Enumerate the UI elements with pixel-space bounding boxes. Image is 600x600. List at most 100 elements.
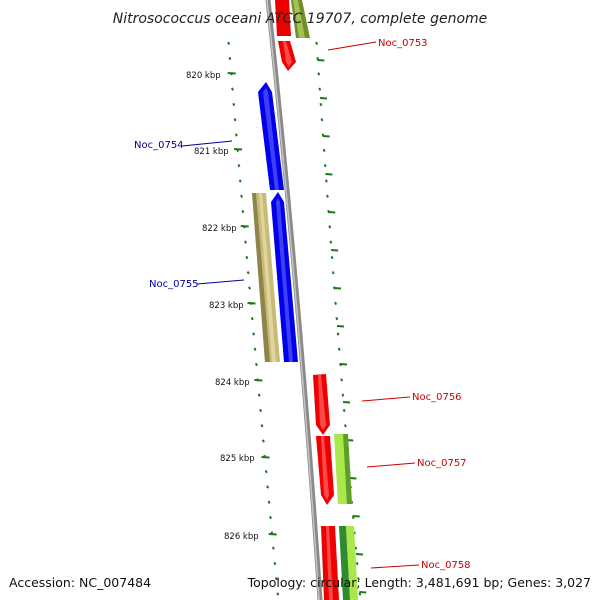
outer-ring-tick <box>325 173 333 176</box>
gene-noc-0754-a[interactable] <box>258 82 284 190</box>
feature-khaki-top <box>291 0 310 38</box>
tick-dot <box>227 41 231 45</box>
kbp-label-824: 824 kbp <box>215 378 250 388</box>
gene-noc-0758[interactable] <box>321 526 339 600</box>
gene-noc-0754-b[interactable] <box>271 192 298 362</box>
tick-dot <box>269 515 272 520</box>
tick-dot <box>336 332 340 336</box>
tick-dot <box>253 347 257 351</box>
tick-dot <box>329 240 333 244</box>
tick-dot <box>334 301 338 305</box>
tick-dot <box>354 546 358 550</box>
kbp-label-821: 821 kbp <box>194 147 229 157</box>
kbp-major-tick <box>234 148 243 151</box>
gene-label-noc-0755[interactable]: Noc_0755 <box>149 279 199 290</box>
kbp-major-tick <box>247 302 256 305</box>
tick-dot <box>357 577 360 581</box>
tick-dot <box>248 286 251 290</box>
genome-backbone-highlight <box>266 0 320 600</box>
tick-dot <box>342 408 346 413</box>
genome-backbone <box>265 0 323 600</box>
tick-dot <box>234 133 238 137</box>
gene-label-noc-0758[interactable]: Noc_0758 <box>421 560 471 571</box>
tick-dot <box>319 102 323 107</box>
feature-lime-758 <box>339 526 358 600</box>
tick-dot <box>326 194 329 198</box>
tick-dot <box>358 592 362 596</box>
tick-dot <box>231 87 234 91</box>
kbp-label-822: 822 kbp <box>202 224 237 234</box>
tick-dot <box>331 271 335 275</box>
kbp-major-tick <box>254 379 263 382</box>
tick-dot <box>241 209 245 214</box>
tick-dot <box>244 240 247 244</box>
outer-ring-tick <box>352 515 360 518</box>
tick-dot <box>317 72 321 76</box>
tick-dot <box>228 56 232 61</box>
gene-noc-0757[interactable] <box>316 436 334 505</box>
gene-noc-0756[interactable] <box>313 374 330 435</box>
tick-dot <box>245 255 249 260</box>
tick-dot <box>276 592 280 596</box>
outer-ring-tick <box>339 363 348 366</box>
tick-dot <box>324 179 328 183</box>
tick-dot <box>340 378 344 382</box>
kbp-label-820: 820 kbp <box>186 71 221 81</box>
tick-dot <box>335 317 339 321</box>
outer-ring-tick <box>322 135 330 138</box>
tick-dot <box>257 393 261 397</box>
outer-ring-tick <box>333 287 342 290</box>
tick-dot <box>250 317 254 321</box>
kbp-major-tick <box>268 533 277 536</box>
tick-dot <box>240 194 243 198</box>
tick-dot <box>337 347 341 351</box>
feature-lime-757 <box>334 434 352 504</box>
tick-dot <box>261 439 265 443</box>
tick-dot <box>267 500 271 504</box>
tick-dot <box>246 271 250 275</box>
accession-text: Accession: NC_007484 <box>9 575 151 590</box>
gene-label-noc-0753[interactable]: Noc_0753 <box>378 38 428 49</box>
kbp-major-tick <box>227 72 236 75</box>
tick-dot <box>232 102 236 107</box>
tick-dot <box>266 485 270 489</box>
kbp-major-tick <box>240 225 249 228</box>
tick-dot <box>322 148 326 152</box>
tick-dot <box>355 561 359 566</box>
tick-dot <box>323 164 327 168</box>
kbp-major-tick <box>261 456 270 459</box>
gene-noc-0753[interactable] <box>275 0 296 71</box>
tick-dot <box>343 424 347 428</box>
tick-dot <box>237 164 241 168</box>
gene-label-noc-0756[interactable]: Noc_0756 <box>412 392 462 403</box>
outer-ring-tick <box>355 553 364 556</box>
kbp-label-826: 826 kbp <box>224 532 259 542</box>
dotted-tick-rings <box>227 41 362 596</box>
outer-ring-tick <box>349 477 357 480</box>
map-title: Nitrosococcus oceani ATCC 19707, complet… <box>113 11 488 27</box>
tick-dot <box>320 118 324 122</box>
tick-dot <box>330 255 334 260</box>
gene-label-noc-0757[interactable]: Noc_0757 <box>417 458 467 469</box>
outer-ring-tick <box>343 401 351 404</box>
gene-label-noc-0754[interactable]: Noc_0754 <box>134 140 184 151</box>
tick-dot <box>273 561 277 566</box>
outer-ring-tick <box>328 211 336 214</box>
tick-dot <box>341 393 345 397</box>
tick-dot <box>259 408 262 413</box>
outer-ring-tick <box>359 591 367 594</box>
outer-ring-tick <box>336 325 345 328</box>
tick-dot <box>271 546 275 550</box>
topology-text: Topology: circular; Length: 3,481,691 bp… <box>247 575 591 590</box>
gene-noc-0755[interactable] <box>252 193 280 362</box>
tick-dot <box>274 577 278 581</box>
tick-dot <box>233 118 237 122</box>
tick-dot <box>315 41 319 45</box>
tick-dot <box>328 225 332 229</box>
tick-dot <box>252 332 256 336</box>
kbp-label-823: 823 kbp <box>209 301 244 311</box>
outer-ring-tick <box>317 59 325 62</box>
kbp-ticks <box>227 59 367 594</box>
